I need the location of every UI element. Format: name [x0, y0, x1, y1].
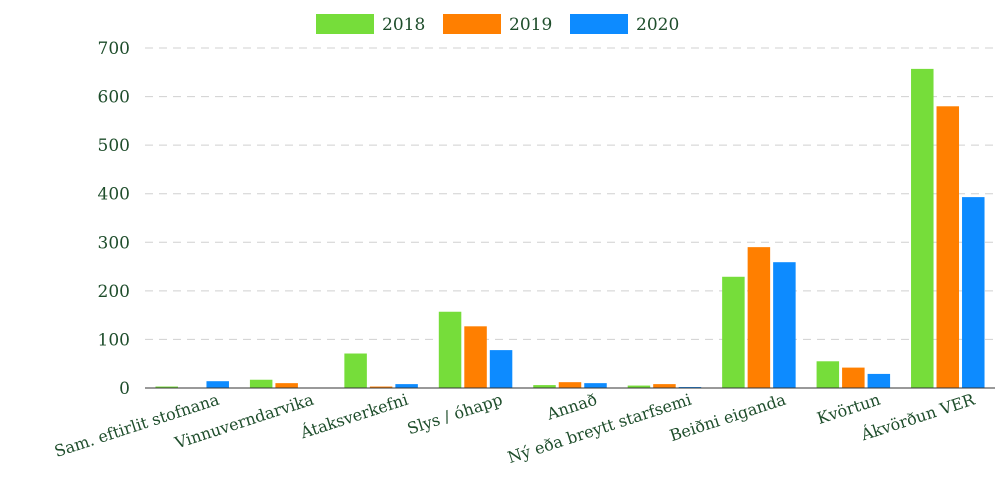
- y-tick-label: 600: [98, 88, 130, 108]
- bar-2018-3: [438, 311, 462, 388]
- x-axis-labels: Sam. eftirlit stofnanaVinnuverndarvikaÁt…: [52, 388, 978, 467]
- x-tick-label: Átaksverkefni: [297, 389, 410, 443]
- legend-label-2019: 2019: [509, 15, 552, 35]
- bar-2018-0: [155, 386, 178, 388]
- bar-2019-5: [653, 384, 676, 388]
- bar-2019-6: [747, 247, 771, 388]
- bar-2020-3: [489, 350, 513, 388]
- y-tick-label: 400: [98, 185, 130, 205]
- bar-2019-3: [464, 326, 487, 388]
- legend-swatch-2018: [316, 14, 374, 34]
- x-tick-label: Slys / óhapp: [405, 390, 505, 439]
- bar-2020-4: [584, 383, 607, 388]
- legend-label-2018: 2018: [382, 15, 425, 35]
- y-tick-label: 300: [98, 233, 130, 253]
- bar-2019-7: [842, 367, 865, 388]
- y-tick-label: 700: [98, 39, 130, 59]
- legend-swatch-2019: [443, 14, 501, 34]
- bar-2020-6: [773, 262, 796, 388]
- y-tick-label: 100: [98, 330, 130, 350]
- y-axis-ticks: 0 100 200 300 400 500 600 700: [98, 39, 130, 399]
- bars: [155, 68, 985, 389]
- bar-2020-8: [962, 197, 985, 388]
- legend-label-2020: 2020: [636, 15, 679, 35]
- bar-2019-8: [936, 106, 960, 389]
- bar-2018-5: [627, 385, 651, 388]
- y-tick-label: 200: [98, 282, 130, 302]
- x-tick-label: Sam. eftirlit stofnana: [52, 390, 222, 461]
- bar-2018-7: [816, 361, 840, 388]
- y-tick-label: 500: [98, 136, 130, 156]
- bar-2018-4: [533, 385, 556, 388]
- bar-2018-6: [722, 276, 745, 388]
- bar-2019-2: [369, 386, 393, 388]
- legend-swatch-2020: [570, 14, 628, 34]
- bar-2020-0: [206, 381, 229, 388]
- bar-2020-2: [395, 384, 418, 388]
- bar-2019-4: [558, 382, 582, 388]
- x-tick-label: Annað: [544, 390, 600, 424]
- bar-2019-1: [275, 383, 298, 388]
- y-tick-label: 0: [119, 379, 130, 399]
- gridlines: [145, 47, 995, 340]
- bar-2018-1: [249, 379, 273, 388]
- bar-2018-8: [911, 68, 934, 388]
- x-tick-label: Ný eða breytt starfsemi: [505, 390, 693, 467]
- legend: 2018 2019 2020: [316, 14, 679, 35]
- bar-2020-7: [867, 373, 891, 388]
- bar-2018-2: [344, 353, 367, 388]
